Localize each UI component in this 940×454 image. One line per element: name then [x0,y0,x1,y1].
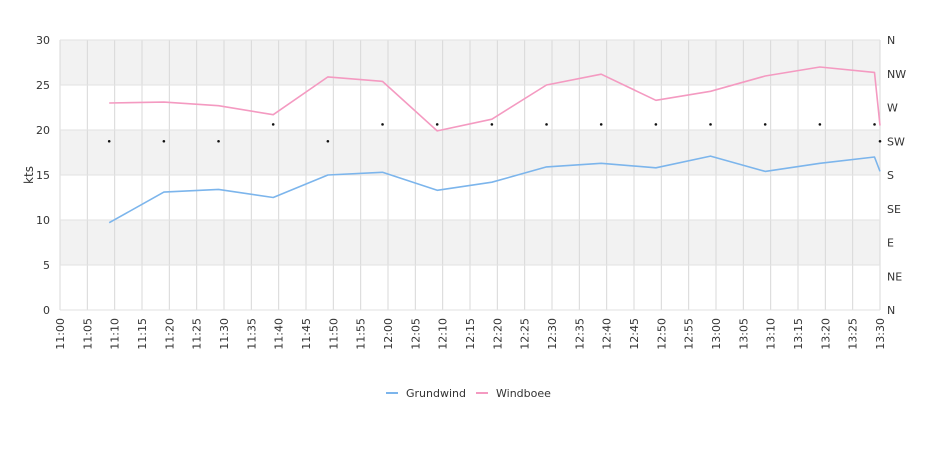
x-tick-label: 12:50 [655,318,668,350]
x-tick-label: 11:40 [273,318,286,350]
direction-marker [763,123,767,126]
direction-marker [818,123,822,126]
x-tick-label: 13:10 [765,318,778,350]
x-tick-label: 11:20 [163,318,176,350]
y-tick-label: 30 [36,34,50,47]
direction-axis-label: S [887,169,894,182]
x-tick-label: 13:00 [710,318,723,350]
x-tick-label: 11:55 [355,318,368,350]
x-tick-label: 13:25 [847,318,860,350]
x-tick-label: 12:45 [628,318,641,350]
direction-marker [599,123,603,126]
x-tick-label: 12:30 [546,318,559,350]
direction-axis-label: W [887,102,898,115]
direction-marker [217,139,220,143]
x-tick-label: 11:15 [136,318,149,350]
x-tick-label: 12:40 [601,318,614,350]
direction-marker [107,139,111,143]
x-tick-label: 12:10 [437,318,450,350]
x-tick-label: 11:10 [109,318,122,350]
x-tick-label: 11:35 [245,318,258,350]
x-tick-label: 13:30 [874,318,887,350]
direction-axis-label: NE [887,270,902,283]
direction-marker [435,123,439,126]
direction-marker [878,139,882,143]
direction-marker [162,139,166,143]
y-tick-label: 0 [43,304,50,317]
y-tick-label: 15 [36,169,50,182]
direction-marker [545,123,548,126]
legend-label: Grundwind [406,387,466,400]
direction-marker [326,139,330,143]
direction-marker [490,123,494,126]
y-tick-label: 10 [36,214,50,227]
y-tick-label: 25 [36,79,50,92]
x-tick-label: 12:00 [382,318,395,350]
direction-axis-label: N [887,304,895,317]
x-tick-label: 13:05 [737,318,750,350]
direction-axis-label: E [887,237,894,250]
direction-axis-label: NW [887,68,906,81]
x-tick-label: 12:15 [464,318,477,350]
direction-marker [873,123,876,126]
x-tick-label: 12:25 [519,318,532,350]
x-tick-label: 12:35 [573,318,586,350]
x-tick-label: 11:50 [327,318,340,350]
direction-marker [271,123,275,126]
direction-axis-label: SE [887,203,901,216]
direction-axis-label: SW [887,135,905,148]
y-axis-label: kts [22,166,36,184]
x-tick-label: 12:20 [491,318,504,350]
y-tick-label: 20 [36,124,50,137]
legend-label: Windboee [496,387,551,400]
x-tick-label: 11:45 [300,318,313,350]
x-tick-label: 12:55 [683,318,696,350]
direction-marker [381,123,384,126]
x-tick-label: 11:00 [54,318,67,350]
x-tick-label: 11:30 [218,318,231,350]
direction-marker [709,123,712,126]
x-tick-label: 13:20 [819,318,832,350]
x-tick-label: 11:05 [81,318,94,350]
direction-marker [654,123,658,126]
x-tick-label: 11:25 [191,318,204,350]
y-tick-label: 5 [43,259,50,272]
series-line-grundwind [108,155,881,224]
x-tick-label: 12:05 [409,318,422,350]
direction-axis-label: N [887,34,895,47]
series-line-windboee [109,66,881,132]
x-tick-label: 13:15 [792,318,805,350]
